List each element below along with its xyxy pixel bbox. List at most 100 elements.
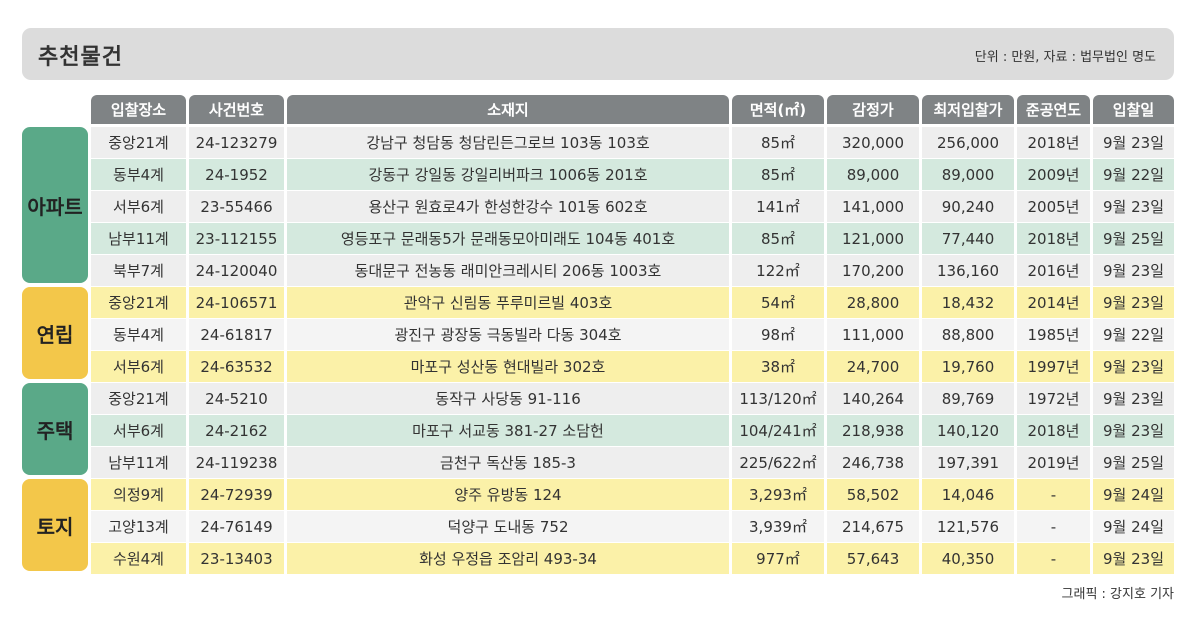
cell-place: 고양13계 — [91, 511, 186, 543]
cell-place: 중앙21계 — [91, 287, 186, 319]
cell-bid-date: 9월 23일 — [1093, 287, 1174, 319]
column-header-address: 소재지 — [287, 95, 729, 124]
cell-address: 양주 유방동 124 — [287, 479, 729, 511]
cell-appraisal: 24,700 — [827, 351, 919, 383]
cell-appraisal: 170,200 — [827, 255, 919, 287]
cell-completion-year: 1997년 — [1017, 351, 1090, 383]
title-bar: 추천물건 단위 : 만원, 자료 : 법무법인 명도 — [22, 28, 1174, 80]
column-header-appraisal: 감정가 — [827, 95, 919, 124]
cell-appraisal: 214,675 — [827, 511, 919, 543]
cell-bid-date: 9월 22일 — [1093, 159, 1174, 191]
cell-case-number: 24-123279 — [189, 127, 284, 159]
cell-appraisal: 58,502 — [827, 479, 919, 511]
cell-min-bid: 19,760 — [922, 351, 1014, 383]
cell-place: 의정9계 — [91, 479, 186, 511]
cell-address: 덕양구 도내동 752 — [287, 511, 729, 543]
cell-min-bid: 197,391 — [922, 447, 1014, 479]
cell-area: 122㎡ — [732, 255, 824, 287]
cell-appraisal: 111,000 — [827, 319, 919, 351]
cell-appraisal: 28,800 — [827, 287, 919, 319]
cell-area: 3,939㎡ — [732, 511, 824, 543]
cell-area: 225/622㎡ — [732, 447, 824, 479]
cell-completion-year: 2018년 — [1017, 127, 1090, 159]
cell-completion-year: 1972년 — [1017, 383, 1090, 415]
cell-bid-date: 9월 22일 — [1093, 319, 1174, 351]
cell-area: 85㎡ — [732, 159, 824, 191]
cell-appraisal: 89,000 — [827, 159, 919, 191]
cell-completion-year: 2014년 — [1017, 287, 1090, 319]
cell-address: 관악구 신림동 푸루미르빌 403호 — [287, 287, 729, 319]
column-header-min-bid: 최저입찰가 — [922, 95, 1014, 124]
cell-min-bid: 140,120 — [922, 415, 1014, 447]
cell-completion-year: 2019년 — [1017, 447, 1090, 479]
page-title: 추천물건 — [38, 45, 123, 70]
graphic-credit: 그래픽 : 강지호 기자 — [1061, 587, 1174, 602]
cell-bid-date: 9월 23일 — [1093, 415, 1174, 447]
cell-bid-date: 9월 23일 — [1093, 191, 1174, 223]
cell-completion-year: 2018년 — [1017, 415, 1090, 447]
cell-address: 영등포구 문래동5가 문래동모아미래도 104동 401호 — [287, 223, 729, 255]
cell-place: 서부6계 — [91, 415, 186, 447]
listing-table: 입찰장소 사건번호 소재지 면적(㎡) 감정가 최저입찰가 준공연도 입찰일 아… — [22, 95, 1174, 575]
cell-bid-date: 9월 23일 — [1093, 383, 1174, 415]
cell-case-number: 24-106571 — [189, 287, 284, 319]
category-label: 주택 — [22, 383, 88, 475]
cell-bid-date: 9월 25일 — [1093, 447, 1174, 479]
cell-completion-year: 2018년 — [1017, 223, 1090, 255]
cell-area: 85㎡ — [732, 127, 824, 159]
cell-case-number: 24-120040 — [189, 255, 284, 287]
column-header-date: 입찰일 — [1093, 95, 1174, 124]
column-header-place: 입찰장소 — [91, 95, 186, 124]
cell-address: 강동구 강일동 강일리버파크 1006동 201호 — [287, 159, 729, 191]
cell-address: 강남구 청담동 청담린든그로브 103동 103호 — [287, 127, 729, 159]
cell-place: 동부4계 — [91, 319, 186, 351]
cell-appraisal: 320,000 — [827, 127, 919, 159]
cell-area: 977㎡ — [732, 543, 824, 575]
cell-area: 85㎡ — [732, 223, 824, 255]
column-header-year: 준공연도 — [1017, 95, 1090, 124]
cell-min-bid: 121,576 — [922, 511, 1014, 543]
cell-min-bid: 88,800 — [922, 319, 1014, 351]
cell-appraisal: 141,000 — [827, 191, 919, 223]
cell-address: 마포구 성산동 현대빌라 302호 — [287, 351, 729, 383]
cell-case-number: 23-55466 — [189, 191, 284, 223]
cell-completion-year: - — [1017, 511, 1090, 543]
cell-place: 서부6계 — [91, 191, 186, 223]
cell-address: 용산구 원효로4가 한성한강수 101동 602호 — [287, 191, 729, 223]
cell-bid-date: 9월 23일 — [1093, 255, 1174, 287]
cell-case-number: 24-63532 — [189, 351, 284, 383]
cell-bid-date: 9월 23일 — [1093, 543, 1174, 575]
cell-case-number: 24-76149 — [189, 511, 284, 543]
cell-min-bid: 136,160 — [922, 255, 1014, 287]
cell-bid-date: 9월 24일 — [1093, 479, 1174, 511]
cell-place: 북부7계 — [91, 255, 186, 287]
cell-area: 3,293㎡ — [732, 479, 824, 511]
cell-place: 서부6계 — [91, 351, 186, 383]
cell-area: 38㎡ — [732, 351, 824, 383]
cell-area: 54㎡ — [732, 287, 824, 319]
cell-min-bid: 14,046 — [922, 479, 1014, 511]
cell-address: 동대문구 전농동 래미안크레시티 206동 1003호 — [287, 255, 729, 287]
cell-min-bid: 77,440 — [922, 223, 1014, 255]
cell-address: 화성 우정읍 조암리 493-34 — [287, 543, 729, 575]
cell-area: 113/120㎡ — [732, 383, 824, 415]
cell-completion-year: 2016년 — [1017, 255, 1090, 287]
cell-case-number: 23-112155 — [189, 223, 284, 255]
cell-appraisal: 218,938 — [827, 415, 919, 447]
category-label: 연립 — [22, 287, 88, 379]
cell-address: 광진구 광장동 극동빌라 다동 304호 — [287, 319, 729, 351]
cell-area: 98㎡ — [732, 319, 824, 351]
cell-min-bid: 18,432 — [922, 287, 1014, 319]
cell-case-number: 24-61817 — [189, 319, 284, 351]
cell-appraisal: 57,643 — [827, 543, 919, 575]
cell-address: 금천구 독산동 185-3 — [287, 447, 729, 479]
category-label: 토지 — [22, 479, 88, 571]
cell-completion-year: - — [1017, 543, 1090, 575]
cell-completion-year: 1985년 — [1017, 319, 1090, 351]
cell-place: 남부11계 — [91, 223, 186, 255]
header-corner — [22, 95, 88, 127]
cell-bid-date: 9월 23일 — [1093, 127, 1174, 159]
cell-place: 중앙21계 — [91, 127, 186, 159]
cell-case-number: 23-13403 — [189, 543, 284, 575]
cell-case-number: 24-119238 — [189, 447, 284, 479]
